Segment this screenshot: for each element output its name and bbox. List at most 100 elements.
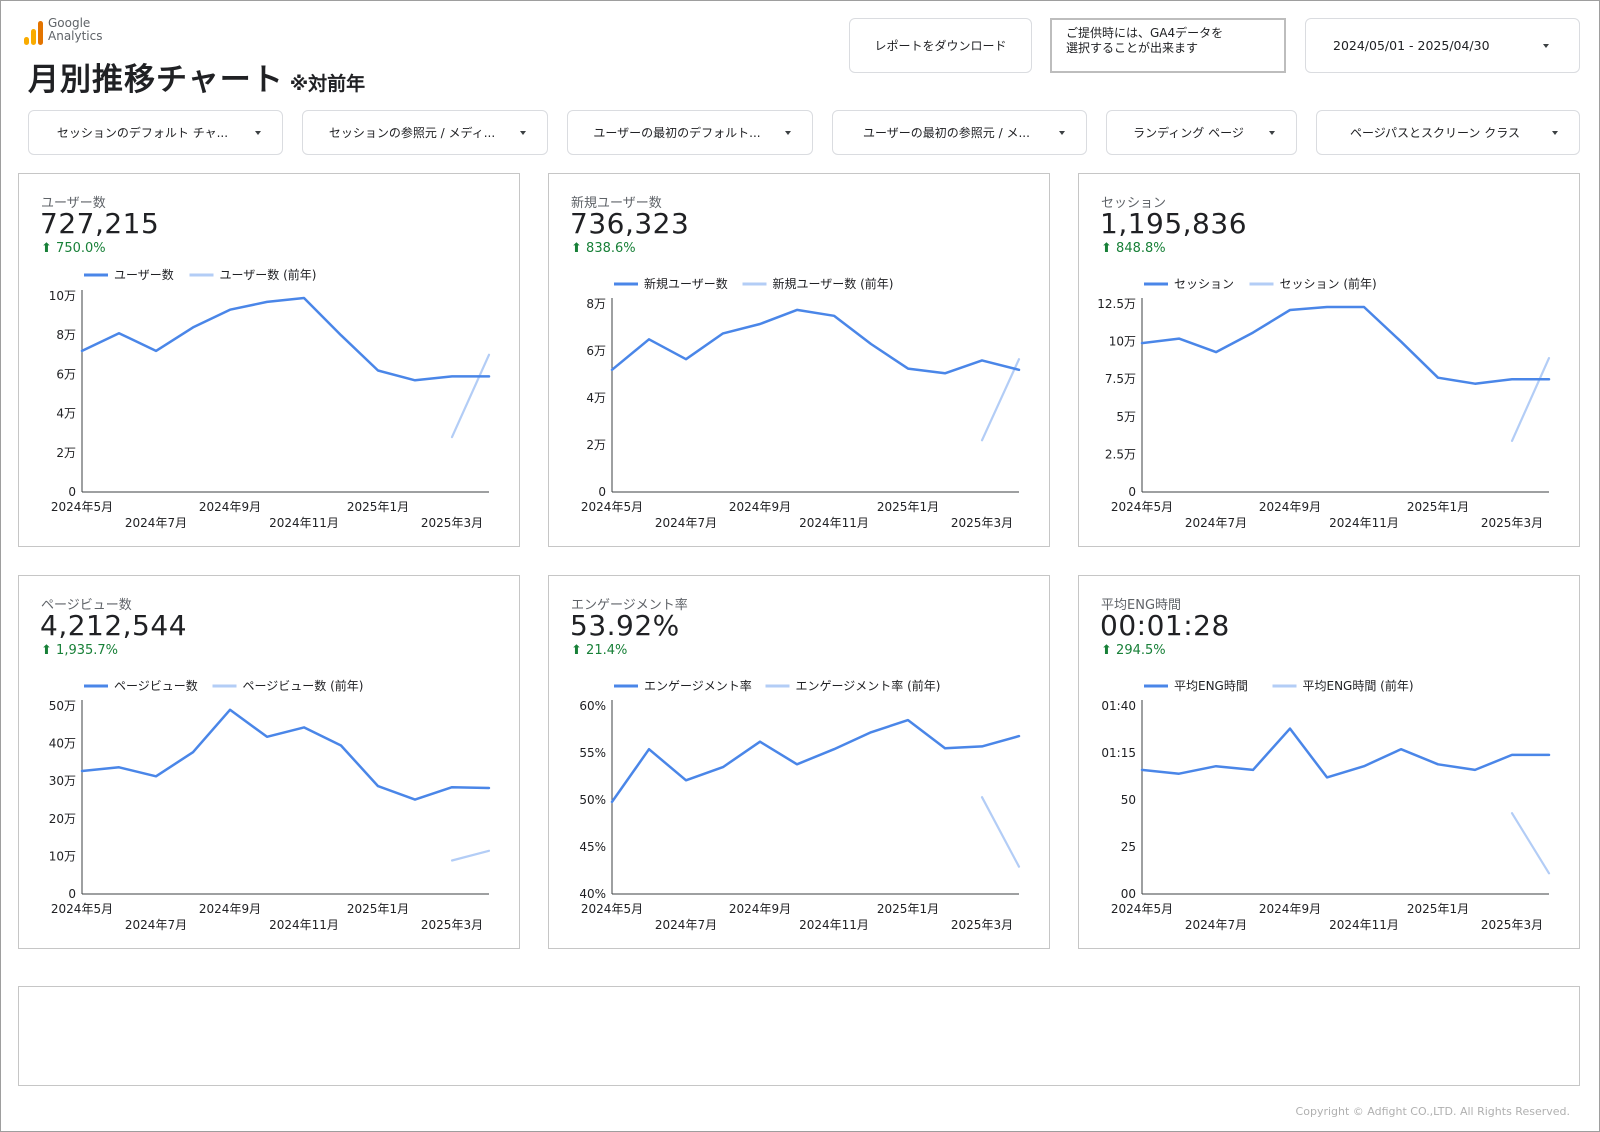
metric-label: セッション: [1101, 196, 1167, 211]
data-source-note: ご提供時には、GA4データを 選択することが出来ます: [1050, 18, 1286, 73]
y-tick-label: 12.5万: [1097, 297, 1136, 311]
y-tick-label: 01:15: [1101, 746, 1136, 760]
series-line-previous: [980, 358, 1021, 442]
filter-page-path-screen-class[interactable]: ページパスとスクリーン クラス: [1316, 110, 1580, 155]
line-chart: ユーザー数 ユーザー数 (前年) 0 2万 4万 6万 8万 10万 2024年5月 2024年7…: [49, 267, 491, 530]
x-tick-label: 2024年5月: [1111, 500, 1173, 514]
x-tick-label: 2025年3月: [951, 918, 1013, 932]
x-tick-label: 2024年11月: [799, 516, 869, 530]
line-chart: 新規ユーザー数 新規ユーザー数 (前年) 0 2万 4万 6万 8万 2024年5月 2024年…: [581, 276, 1021, 530]
arrow-up-icon: ⬆: [1101, 241, 1112, 256]
x-tick-label: 2024年5月: [581, 500, 643, 514]
x-tick-label: 2024年11月: [799, 918, 869, 932]
metric-change: ⬆ 838.6%: [571, 241, 636, 256]
y-tick-label: 30万: [49, 774, 76, 788]
metric-value: 4,212,544: [40, 609, 188, 642]
x-tick-label: 2025年1月: [877, 500, 939, 514]
metric-change-value: 1,935.7%: [56, 643, 119, 658]
y-tick-label: 20万: [49, 812, 76, 826]
x-tick-label: 2024年9月: [1259, 902, 1321, 916]
x-tick-label: 2025年3月: [421, 918, 483, 932]
filter-label: ランディング ページ: [1133, 126, 1244, 140]
y-tick-label: 0: [598, 485, 606, 499]
y-tick-label: 0: [68, 485, 76, 499]
filter-session-default-channel[interactable]: セッションのデフォルト チャ...: [28, 110, 283, 155]
metric-label: 新規ユーザー数: [571, 196, 662, 211]
chart-legend: ページビュー数 ページビュー数 (前年): [84, 678, 363, 693]
y-tick-label: 01:40: [1101, 699, 1136, 713]
series-line-previous: [1510, 812, 1551, 875]
y-tick-label: 7.5万: [1105, 372, 1136, 386]
x-tick-label: 2024年5月: [581, 902, 643, 916]
line-chart: セッション セッション (前年) 0 2.5万 5万 7.5万 10万 12.5万 2024年5…: [1097, 276, 1551, 530]
chart-legend: エンゲージメント率 エンゲージメント率 (前年): [614, 678, 940, 693]
filter-label: ページパスとスクリーン クラス: [1349, 126, 1521, 140]
analytics-bars-icon: [24, 19, 43, 45]
metric-label: エンゲージメント率: [571, 598, 688, 613]
legend-label: セッション: [1174, 277, 1234, 291]
arrow-up-icon: ⬆: [571, 241, 582, 256]
y-tick-label: 0: [1128, 485, 1136, 499]
y-tick-label: 40%: [579, 887, 606, 901]
x-tick-label: 2025年1月: [1407, 500, 1469, 514]
y-tick-label: 50%: [579, 793, 606, 807]
filter-session-source-medium[interactable]: セッションの参照元 / メディ...: [302, 110, 548, 155]
legend-label: エンゲージメント率: [644, 678, 752, 693]
y-tick-label: 6万: [56, 367, 76, 381]
legend-label: ユーザー数: [114, 267, 174, 282]
metric-label: ユーザー数: [41, 196, 106, 211]
metric-value: 736,323: [570, 207, 690, 240]
metric-change-value: 750.0%: [56, 241, 106, 256]
series-line-current: [610, 308, 1021, 375]
metric-change: ⬆ 750.0%: [41, 241, 106, 256]
metric-label: 平均ENG時間: [1101, 598, 1182, 613]
metric-card-new-users: 新規ユーザー数 736,323 ⬆ 838.6% 新規ユーザー数 新規ユーザー数 …: [548, 173, 1050, 547]
x-tick-label: 2024年11月: [1329, 918, 1399, 932]
legend-label: ページビュー数: [114, 678, 198, 693]
filter-first-user-source-medium[interactable]: ユーザーの最初の参照元 / メ...: [832, 110, 1087, 155]
page-title-main: 月別推移チャート: [28, 62, 284, 98]
x-tick-label: 2024年9月: [1259, 500, 1321, 514]
metric-card-pageviews: ページビュー数 4,212,544 ⬆ 1,935.7% ページビュー数 ページビ…: [18, 575, 520, 949]
dropdown-arrow-icon: [1269, 131, 1275, 135]
filter-label: セッションのデフォルト チャ...: [56, 126, 229, 140]
legend-label: 新規ユーザー数 (前年): [773, 276, 894, 291]
x-tick-label: 2024年9月: [199, 500, 261, 514]
arrow-up-icon: ⬆: [1101, 643, 1112, 658]
chart-legend: 新規ユーザー数 新規ユーザー数 (前年): [614, 276, 893, 291]
metric-card-avg-engagement-time: 平均ENG時間 00:01:28 ⬆ 294.5% 平均ENG時間 平均ENG時間…: [1078, 575, 1580, 949]
x-tick-label: 2025年3月: [951, 516, 1013, 530]
x-tick-label: 2024年5月: [1111, 902, 1173, 916]
metric-change-value: 21.4%: [586, 643, 628, 658]
y-tick-label: 8万: [56, 328, 76, 342]
x-tick-label: 2024年5月: [51, 902, 113, 916]
metric-label: ページビュー数: [41, 598, 132, 613]
line-chart: ページビュー数 ページビュー数 (前年) 0 10万 20万 30万 40万 50万 2024年…: [49, 678, 491, 932]
logo-text: Google Analytics: [48, 17, 103, 43]
chart-legend: セッション セッション (前年): [1144, 276, 1377, 291]
date-range-picker[interactable]: 2024/05/01 - 2025/04/30: [1305, 18, 1580, 73]
filter-label: セッションの参照元 / メディ...: [328, 126, 496, 140]
filter-label: ユーザーの最初のデフォルト...: [593, 126, 761, 140]
x-tick-label: 2024年7月: [1185, 918, 1247, 932]
x-tick-label: 2024年7月: [655, 918, 717, 932]
arrow-up-icon: ⬆: [571, 643, 582, 658]
filter-first-user-default-channel[interactable]: ユーザーの最初のデフォルト...: [567, 110, 813, 155]
download-report-button[interactable]: レポートをダウンロード: [849, 18, 1032, 73]
y-tick-label: 10万: [1109, 335, 1136, 349]
google-analytics-logo: Google Analytics: [24, 17, 103, 45]
metric-change-value: 848.8%: [1116, 241, 1166, 256]
metric-change-value: 838.6%: [586, 241, 636, 256]
metric-value: 1,195,836: [1100, 207, 1248, 240]
filter-landing-page[interactable]: ランディング ページ: [1106, 110, 1297, 155]
logo-line2: Analytics: [48, 29, 103, 43]
x-tick-label: 2024年7月: [655, 516, 717, 530]
metric-change: ⬆ 848.8%: [1101, 241, 1166, 256]
line-chart: 平均ENG時間 平均ENG時間 (前年) 00 25 50 01:15 01:40 2024年…: [1101, 678, 1551, 932]
metric-value: 00:01:28: [1100, 609, 1230, 642]
metric-change: ⬆ 294.5%: [1101, 643, 1166, 658]
legend-label: 新規ユーザー数: [644, 276, 728, 291]
x-tick-label: 2024年11月: [1329, 516, 1399, 530]
note-line2: 選択することが出来ます: [1066, 41, 1199, 55]
dropdown-arrow-icon: [520, 131, 526, 135]
